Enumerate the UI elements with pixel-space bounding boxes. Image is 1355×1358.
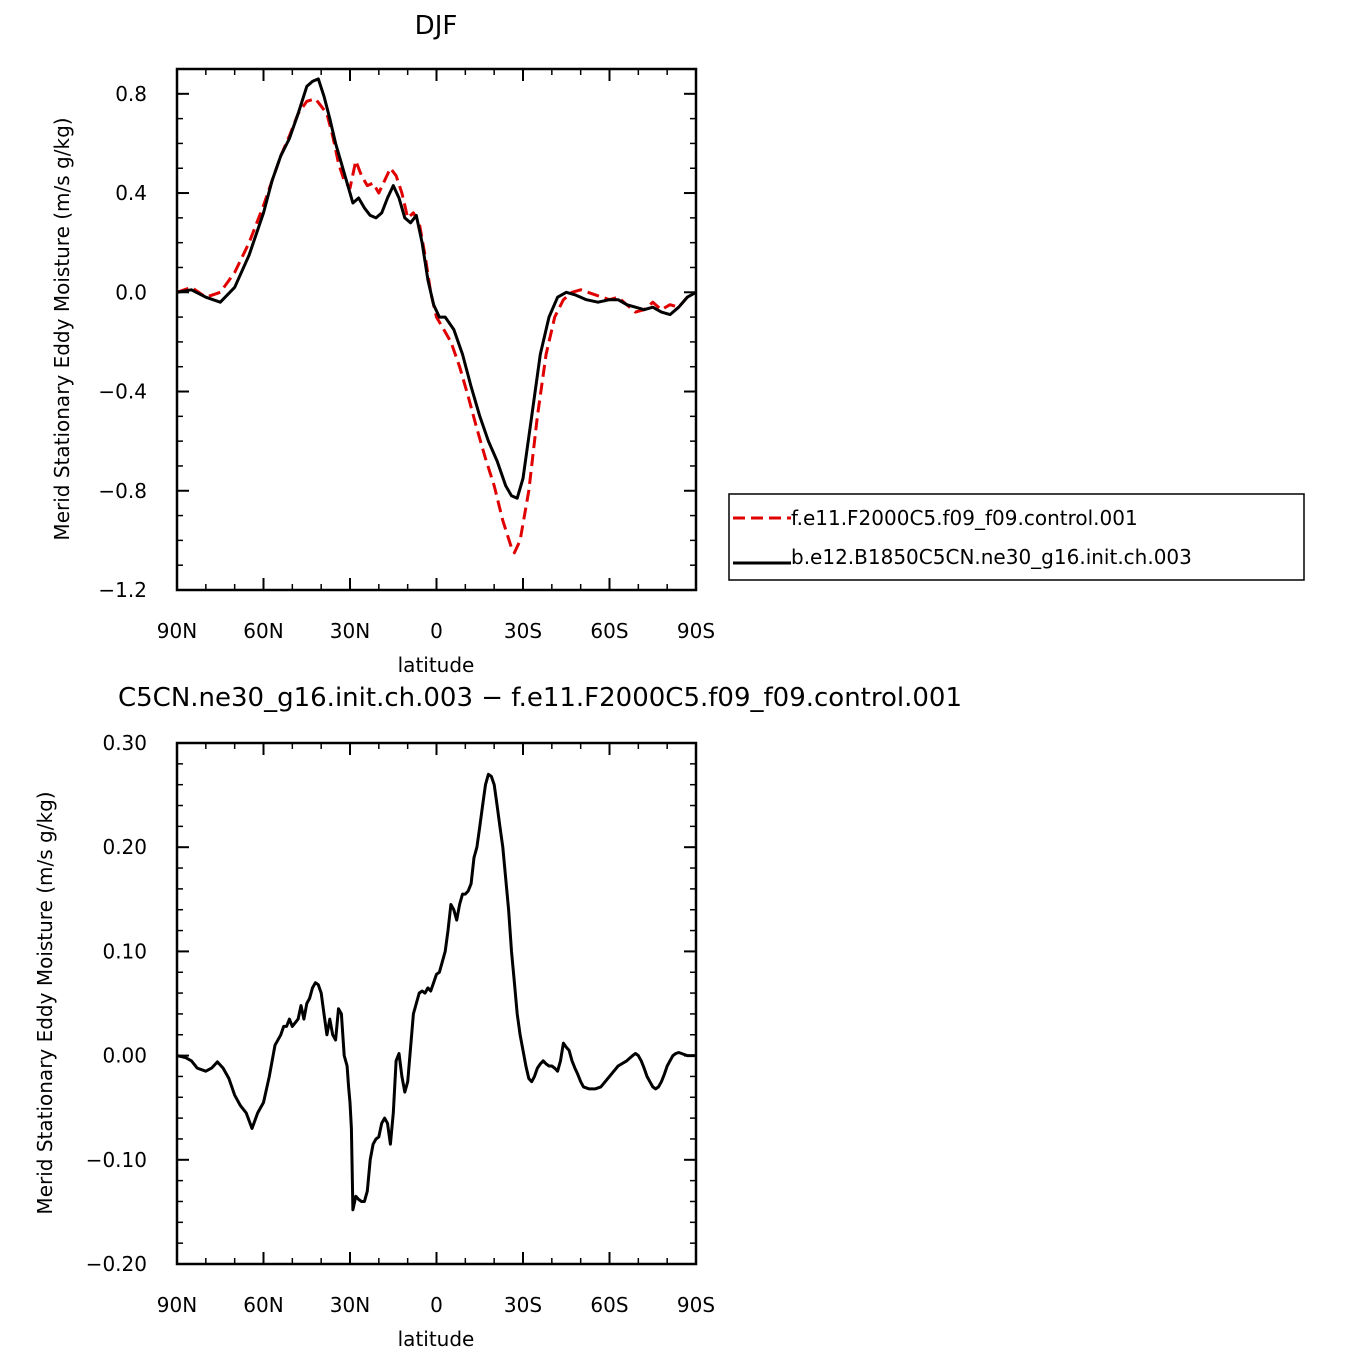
bottom-chart-series [176,772,696,1212]
top-chart-xlabel: latitude [398,653,475,677]
x-tick-label: 60N [243,1293,283,1317]
x-tick-label: 30S [504,619,542,643]
y-tick-label: 0.10 [102,939,147,963]
legend: f.e11.F2000C5.f09_f09.control.001 b.e12.… [728,493,1305,581]
x-tick-label: 90N [157,619,197,643]
x-tick-label: 0 [430,619,443,643]
top-chart-panel: DJF 90N 60N 30N 0 30S 60S 90S 0.8 0.4 0.0 −0.4 −0.8… [50,11,715,677]
series-line-1-0 [176,772,696,1212]
y-tick-label: 0.20 [102,835,147,859]
x-tick-label: 0 [430,1293,443,1317]
y-tick-label: −0.20 [86,1252,147,1276]
legend-label-control: f.e11.F2000C5.f09_f09.control.001 [791,506,1138,530]
y-tick-label: 0.4 [115,181,147,205]
top-chart-axes: 90N 60N 30N 0 30S 60S 90S 0.8 0.4 0.0 −0.4 −0.8 −1.2 [98,68,715,643]
bottom-chart-axes: 90N 60N 30N 0 30S 60S 90S 0.30 0.20 0.10 0.00 −0.10… [86,731,715,1317]
bottom-chart-xlabel: latitude [398,1327,475,1351]
x-tick-label: 60S [590,619,628,643]
y-tick-label: 0.00 [102,1044,147,1068]
y-tick-label: −0.10 [86,1148,147,1172]
x-tick-label: 90S [677,619,715,643]
bottom-chart-title: C5CN.ne30_g16.init.ch.003 − f.e11.F2000C… [118,683,962,713]
legend-label-coupled: b.e12.B1850C5CN.ne30_g16.init.ch.003 [791,545,1192,569]
x-tick-label: 90N [157,1293,197,1317]
legend-box [728,493,1305,581]
y-tick-label: 0.0 [115,280,147,304]
y-tick-label: −1.2 [98,578,147,602]
x-tick-label: 60N [243,619,283,643]
top-chart-series [176,77,697,555]
x-tick-label: 60S [590,1293,628,1317]
y-tick-label: 0.30 [102,731,147,755]
x-tick-label: 90S [677,1293,715,1317]
series-line-0-0 [176,97,697,555]
bottom-chart-panel: C5CN.ne30_g16.init.ch.003 − f.e11.F2000C… [33,683,962,1351]
bottom-chart-ylabel: Merid Stationary Eddy Moisture (m/s g/kg… [33,791,57,1214]
top-chart-frame [175,67,698,592]
top-chart-title: DJF [415,11,458,41]
y-tick-label: −0.8 [98,479,147,503]
y-tick-label: −0.4 [98,380,147,404]
top-chart-ylabel: Merid Stationary Eddy Moisture (m/s g/kg… [50,117,74,540]
x-tick-label: 30N [330,619,370,643]
y-tick-label: 0.8 [115,82,147,106]
series-line-0-1 [176,77,697,500]
x-tick-label: 30S [504,1293,542,1317]
bottom-chart-frame [175,741,698,1266]
x-tick-label: 30N [330,1293,370,1317]
